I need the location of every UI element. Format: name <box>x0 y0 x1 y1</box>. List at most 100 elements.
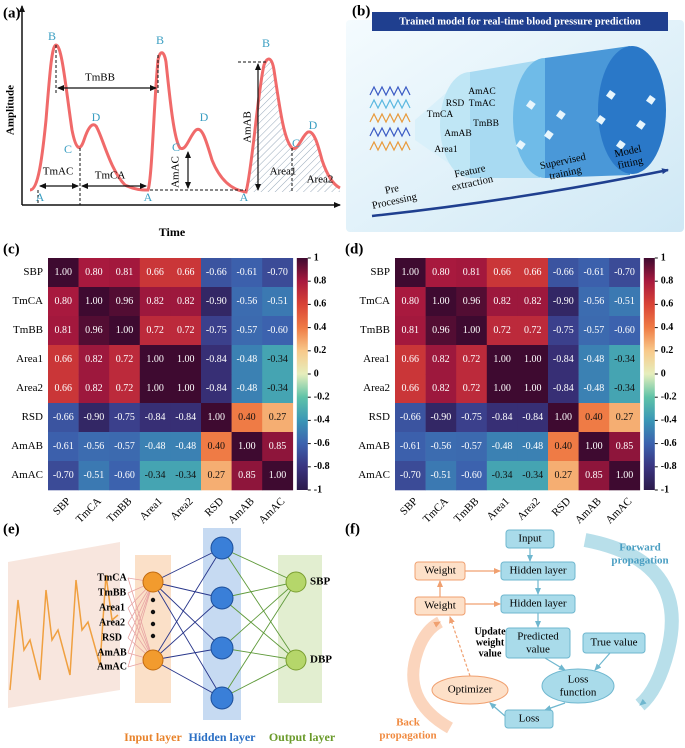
heatmap-cell <box>609 258 641 288</box>
heatmap-cell <box>139 258 171 288</box>
connection <box>152 581 223 699</box>
heatmap-cell <box>201 258 232 288</box>
point-label: D <box>92 110 101 124</box>
cell-label: 0.80 <box>402 296 420 307</box>
heatmap-cell <box>48 461 79 491</box>
cell-label: 1.00 <box>146 383 164 394</box>
heatmap-cell <box>548 287 579 317</box>
signal <box>369 85 411 97</box>
heatmap-cell <box>425 258 457 288</box>
signal <box>9 574 119 691</box>
heatmap-cell <box>425 461 457 491</box>
cell-label: 0.66 <box>55 354 73 365</box>
heatmap-cell <box>609 461 641 491</box>
connection <box>221 581 297 699</box>
heatmap-cell <box>109 403 141 433</box>
heatmap-cell <box>395 287 426 317</box>
cell-label: -0.61 <box>400 441 421 452</box>
connection <box>152 547 223 583</box>
heatmap-cell <box>262 287 294 317</box>
heatmap-cell <box>486 258 518 288</box>
row-label: SBP <box>370 266 390 278</box>
cell-label: 0.81 <box>55 325 73 336</box>
cell-label: -0.61 <box>53 441 74 452</box>
heatmap-cell <box>201 403 232 433</box>
heatmap-cell <box>262 345 294 375</box>
input-label: RSD <box>102 632 122 643</box>
cell-label: -0.48 <box>236 383 257 394</box>
heatmap-cell <box>578 461 610 491</box>
colorbar-label: -1 <box>314 484 322 495</box>
output-neuron <box>285 571 307 593</box>
cell-label: -0.56 <box>430 441 451 452</box>
heatmap-cell <box>262 316 294 346</box>
particle <box>543 130 554 140</box>
cell-label: 0.85 <box>616 441 634 452</box>
cell-label: -0.90 <box>83 412 104 423</box>
row-label: AmAC <box>11 469 43 481</box>
row-label: AmAB <box>11 440 43 452</box>
cell-label: -0.34 <box>614 354 635 365</box>
heatmap-cell <box>48 374 79 404</box>
col-label: Area1 <box>138 495 165 522</box>
colorbar <box>643 258 655 490</box>
colorbar-label: -0.8 <box>314 461 330 472</box>
cell-label: -0.70 <box>53 470 74 481</box>
cell-label: 0.82 <box>146 296 164 307</box>
heatmap-cell <box>170 374 202 404</box>
cell-label: -0.84 <box>553 383 574 394</box>
connection <box>127 581 154 654</box>
heatmap-cell <box>170 461 202 491</box>
cell-label: 0.96 <box>463 296 481 307</box>
row-label: Area1 <box>363 353 390 365</box>
feature-label: AmAB <box>444 129 471 139</box>
cell-label: 0.72 <box>463 383 481 394</box>
update-label: weight <box>476 637 505 648</box>
flow-arrow <box>544 702 566 711</box>
heatmap-cell <box>231 461 263 491</box>
cell-label: 0.40 <box>238 412 256 423</box>
heatmap-cell <box>109 345 141 375</box>
cell-label: 1.00 <box>493 383 511 394</box>
cell-label: -0.48 <box>583 354 604 365</box>
col-label: TmCA <box>421 495 451 525</box>
cell-label: 1.00 <box>177 383 195 394</box>
cell-label: -0.51 <box>83 470 104 481</box>
input-neuron <box>142 571 164 593</box>
connection <box>127 581 154 668</box>
heatmap-cell <box>48 316 79 346</box>
cell-label: -0.90 <box>430 412 451 423</box>
layer-label: Input layer <box>124 730 182 744</box>
heatmap-cell <box>231 374 263 404</box>
heatmap-cell <box>517 258 549 288</box>
cell-label: 1.00 <box>616 470 634 481</box>
cell-label: -0.84 <box>206 383 227 394</box>
heatmap-cell <box>139 403 171 433</box>
cell-label: 0.82 <box>85 383 103 394</box>
row-label: RSD <box>22 411 43 423</box>
cell-label: 0.27 <box>555 470 573 481</box>
heatmap-cell <box>78 345 110 375</box>
col-label: SBP <box>398 495 420 517</box>
connection <box>221 581 297 649</box>
heatmap-cell <box>425 287 457 317</box>
colorbar-label: -0.6 <box>314 438 330 449</box>
cell-label: -0.75 <box>553 325 574 336</box>
heatmap-cell <box>170 345 202 375</box>
cell-label: -0.57 <box>236 325 257 336</box>
heatmap-cell <box>486 345 518 375</box>
point-label: C <box>172 140 180 154</box>
row-label: AmAB <box>358 440 390 452</box>
col-label: Area2 <box>515 495 542 522</box>
cell-label: 1.00 <box>524 354 542 365</box>
input-label: AmAB <box>97 647 127 658</box>
panel-label: (f) <box>345 521 360 537</box>
heatmap-cell <box>578 258 610 288</box>
col-label: Area1 <box>485 495 512 522</box>
heatmap-cell <box>170 258 202 288</box>
heatmap-cell <box>78 461 110 491</box>
cell-label: -0.75 <box>461 412 482 423</box>
row-label: RSD <box>369 411 390 423</box>
ellipsis-dot <box>150 597 156 603</box>
heatmap-cell <box>578 287 610 317</box>
